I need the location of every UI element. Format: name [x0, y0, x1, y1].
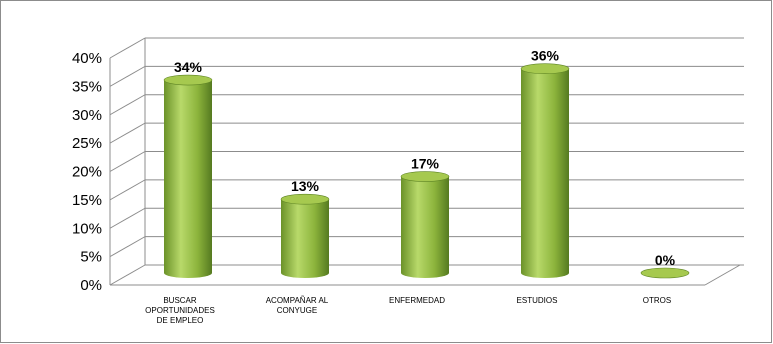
axes: 0% 5% 10% 15% 20% 25% 30% 35% 40% [72, 38, 741, 294]
depth-gridline [109, 207, 146, 229]
bar-0 [163, 74, 213, 278]
depth-gridline [109, 179, 146, 201]
y-tick-label: 10% [72, 220, 102, 237]
data-label: 34% [174, 59, 203, 75]
floor-edge [704, 264, 741, 286]
y-tick-label: 35% [72, 78, 102, 95]
y-tick-label: 40% [72, 50, 102, 67]
data-label: 0% [655, 252, 676, 268]
category-label: ESTUDIOS [517, 296, 558, 305]
category-label: BUSCAR [163, 296, 197, 305]
y-tick-label: 15% [72, 192, 102, 209]
bar-body [401, 176, 449, 278]
data-label: 17% [411, 156, 440, 172]
depth-gridline [109, 236, 146, 258]
category-label: DE EMPLEO [157, 316, 204, 325]
y-tick-label: 30% [72, 107, 102, 124]
bar-body [281, 199, 329, 278]
y-tick-label: 0% [80, 277, 102, 294]
y-tick-label: 25% [72, 135, 102, 152]
bar-body [164, 80, 212, 278]
y-tick-label: 20% [72, 164, 102, 181]
data-label: 36% [531, 48, 560, 64]
category-label: OTROS [643, 296, 671, 305]
category-label: CONYUGE [277, 306, 317, 315]
category-label: ACOMPAÑAR AL [266, 296, 329, 305]
depth-gridline [109, 122, 146, 144]
bar-top [163, 74, 213, 86]
bar-1 [280, 193, 330, 278]
bar-top [640, 267, 690, 279]
bar-top [520, 63, 570, 74]
depth-gridline [109, 37, 146, 59]
data-label: 13% [291, 178, 320, 194]
depth-gridline [109, 264, 146, 286]
bar-top [400, 171, 450, 182]
category-label: OPORTUNIDADES [145, 306, 215, 315]
bar-3 [520, 63, 570, 278]
depth-gridline [109, 151, 146, 172]
bar-4 [640, 267, 690, 279]
bar-body [521, 68, 569, 278]
bar-2 [400, 171, 450, 278]
gridlines [109, 37, 744, 286]
category-label: ENFERMEDAD [389, 296, 445, 305]
bars [163, 63, 690, 279]
y-tick-label: 5% [80, 249, 102, 266]
bar-top [280, 193, 330, 205]
depth-gridline [109, 94, 146, 116]
depth-gridline [109, 65, 146, 87]
